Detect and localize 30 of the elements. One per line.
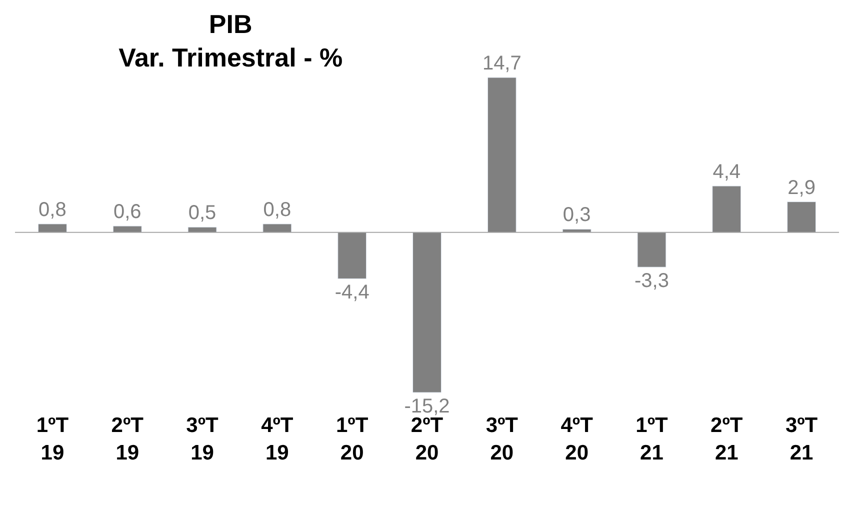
bar bbox=[487, 77, 516, 233]
bar bbox=[412, 232, 442, 393]
x-tick-label: 2ºT 19 bbox=[111, 414, 144, 464]
x-tick-label: 1ºT 21 bbox=[636, 414, 668, 464]
bar bbox=[712, 186, 742, 233]
bar bbox=[38, 224, 67, 233]
x-tick-label: 4ºT 19 bbox=[261, 414, 294, 464]
data-label: 0,8 bbox=[263, 198, 292, 221]
data-label: -4,4 bbox=[334, 282, 370, 304]
bar bbox=[112, 226, 142, 233]
bar bbox=[787, 202, 816, 233]
data-label: 0,6 bbox=[113, 201, 142, 224]
data-label: 2,9 bbox=[788, 176, 816, 199]
x-tick-label: 3ºT 19 bbox=[186, 414, 219, 464]
data-label: 0,8 bbox=[38, 198, 66, 221]
x-tick-label: 3ºT 20 bbox=[486, 414, 518, 464]
x-tick-label: 1ºT 19 bbox=[36, 414, 69, 464]
data-label: 4,4 bbox=[712, 161, 741, 184]
data-label: 14,7 bbox=[482, 52, 522, 74]
data-label: -3,3 bbox=[634, 270, 669, 292]
bar bbox=[262, 224, 292, 233]
bar bbox=[637, 232, 666, 268]
data-label: 0,3 bbox=[562, 204, 591, 226]
chart-title: PIB Var. Trimestral - % bbox=[118, 8, 343, 73]
x-tick-label: 3ºT 21 bbox=[785, 414, 818, 464]
bar bbox=[338, 232, 367, 279]
data-label: 0,5 bbox=[188, 202, 216, 224]
x-tick-label: 2ºT 21 bbox=[710, 414, 743, 464]
x-tick-label: 1ºT 20 bbox=[336, 414, 368, 464]
x-tick-label: 4ºT 20 bbox=[560, 414, 594, 464]
